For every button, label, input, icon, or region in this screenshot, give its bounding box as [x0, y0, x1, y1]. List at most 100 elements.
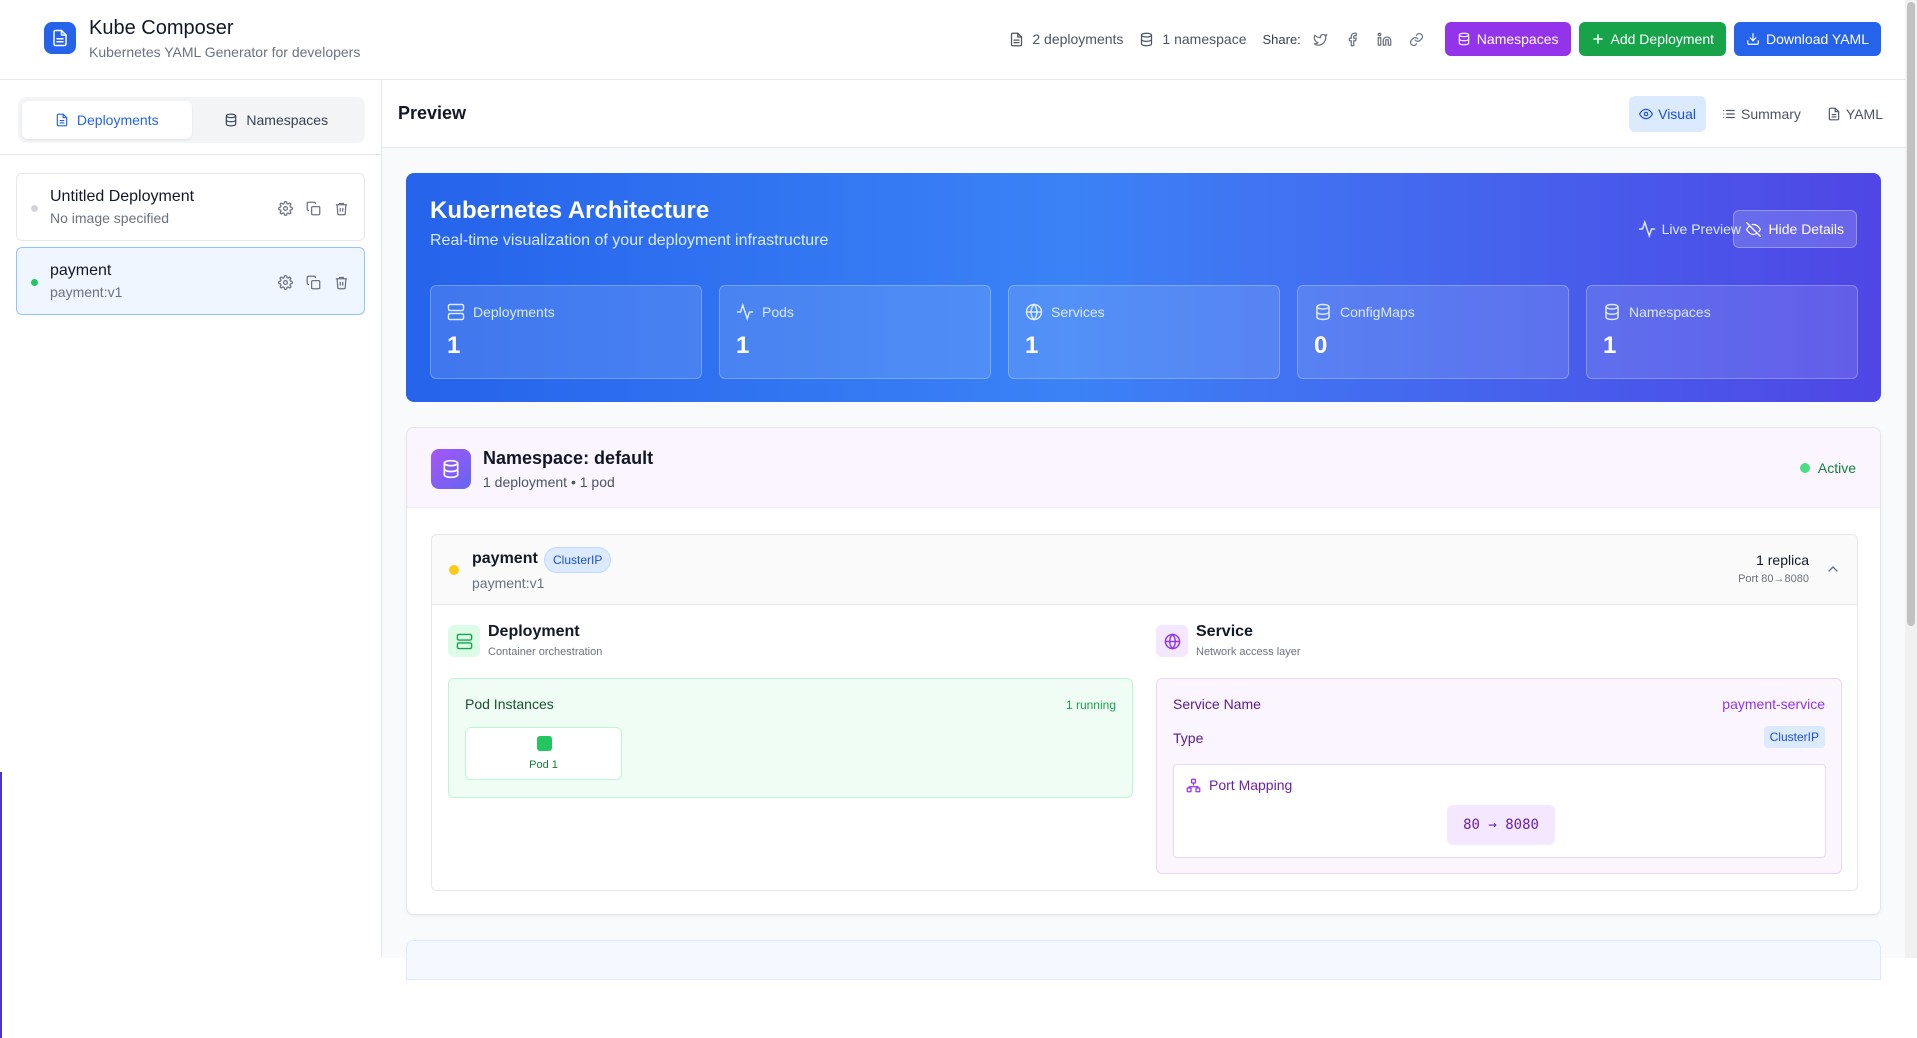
status-dot [1799, 463, 1810, 473]
live-preview-indicator: Live Preview [1638, 220, 1741, 238]
deployment-image: payment:v1 [50, 284, 123, 300]
hide-details-label: Hide Details [1768, 221, 1844, 237]
preview-title: Preview [398, 103, 467, 123]
status-dot [31, 205, 38, 212]
sidebar-divider [0, 154, 381, 155]
deployments-count-label: 2 deployments [1032, 31, 1124, 47]
database-icon [1141, 32, 1153, 46]
stat-label: Pods [762, 304, 794, 320]
list-icon [1723, 109, 1735, 119]
deployment-name: Untitled Deployment [50, 188, 195, 205]
deployments-count: 2 deployments [1009, 31, 1123, 47]
hide-details-button[interactable]: Hide Details [1732, 210, 1857, 248]
link-icon[interactable] [1405, 27, 1429, 51]
service-name-row: Service Name payment-service [1173, 696, 1825, 712]
file-icon [1828, 107, 1840, 121]
add-deployment-button[interactable]: Add Deployment [1578, 22, 1727, 56]
tab-deployments[interactable]: Deployments [22, 101, 192, 139]
pod-label: Pod 1 [529, 759, 558, 771]
copy-icon[interactable] [304, 273, 322, 291]
namespace-title: Namespace: default [483, 448, 654, 468]
deployment-name: payment [50, 262, 112, 279]
port-mapping-value: 80 → 8080 [1447, 805, 1555, 845]
stat-value: 0 [1314, 332, 1328, 359]
stat-label: ConfigMaps [1340, 304, 1415, 320]
next-namespace-card [406, 940, 1881, 980]
service-type-badge: ClusterIP [544, 547, 612, 573]
database-icon [1316, 303, 1330, 321]
pod-instances-label: Pod Instances [465, 696, 554, 712]
namespace-count: 1 namespace [1139, 31, 1246, 47]
view-tabs: Visual Summary YAML [1623, 96, 1893, 132]
network-icon [1186, 778, 1201, 792]
app-title: Kube Composer [89, 17, 234, 39]
deployment-image: No image specified [50, 210, 170, 226]
stats-row: Deployments 1 Pods 1 Services 1 ConfigMa… [430, 285, 1858, 379]
settings-icon[interactable] [276, 199, 294, 217]
pod-card[interactable]: Pod 1 [465, 727, 622, 780]
tab-namespaces[interactable]: Namespaces [192, 101, 362, 139]
tab-yaml[interactable]: YAML [1817, 96, 1893, 132]
architecture-title: Kubernetes Architecture [430, 197, 710, 224]
status-badge: Active [1799, 460, 1856, 476]
linkedin-icon[interactable] [1373, 27, 1397, 51]
service-section-title: Service [1196, 623, 1253, 640]
deployment-panel: payment ClusterIP payment:v1 1 replica P… [431, 534, 1858, 891]
tab-visual[interactable]: Visual [1629, 96, 1706, 132]
database-icon [226, 113, 237, 127]
stat-label: Namespaces [1629, 304, 1711, 320]
service-type-label: Type [1173, 730, 1204, 746]
deployment-name: payment [472, 550, 538, 567]
add-deployment-button-label: Add Deployment [1610, 31, 1715, 47]
sidebar: Deployments Namespaces Untitled Deployme… [0, 80, 382, 1038]
globe-icon [1025, 303, 1043, 321]
port-summary: Port 80→8080 [1738, 573, 1809, 585]
file-icon [56, 113, 68, 127]
database-icon [1605, 303, 1619, 321]
stat-card-namespaces: Namespaces 1 [1586, 285, 1858, 379]
tab-visual-label: Visual [1658, 106, 1696, 122]
download-yaml-button-label: Download YAML [1766, 31, 1869, 47]
activity-icon [1638, 220, 1655, 238]
status-label: Active [1817, 460, 1856, 476]
live-preview-label: Live Preview [1661, 221, 1741, 237]
database-icon [1458, 32, 1470, 46]
port-mapping-label: Port Mapping [1209, 777, 1293, 793]
namespace-summary: 1 deployment • 1 pod [483, 474, 615, 490]
scrollbar[interactable] [1905, 0, 1917, 958]
stat-value: 1 [736, 332, 750, 359]
main-panel: Preview Visual Summary YAML Kubernetes A… [382, 80, 1905, 980]
database-icon [431, 449, 471, 489]
service-details-box: Service Name payment-service Type Cluste… [1156, 678, 1842, 874]
facebook-icon[interactable] [1341, 27, 1365, 51]
stat-label: Services [1051, 304, 1105, 320]
chevron-up-icon[interactable] [1825, 561, 1841, 577]
copy-icon[interactable] [304, 199, 322, 217]
stat-card-configmaps: ConfigMaps 0 [1297, 285, 1569, 379]
pod-instances-box: Pod Instances 1 running Pod 1 [448, 678, 1133, 798]
status-dot [31, 279, 38, 286]
deployment-actions [266, 199, 350, 217]
tab-summary[interactable]: Summary [1712, 96, 1811, 132]
namespace-count-label: 1 namespace [1162, 31, 1247, 47]
eye-icon [1639, 108, 1654, 120]
stat-value: 1 [1603, 332, 1617, 359]
tab-summary-label: Summary [1741, 106, 1801, 122]
deployment-list-item[interactable]: payment payment:v1 [16, 247, 365, 315]
deployment-panel-header[interactable]: payment ClusterIP payment:v1 1 replica P… [432, 535, 1857, 605]
deployment-list-item[interactable]: Untitled Deployment No image specified [16, 173, 365, 241]
scrollbar-thumb[interactable] [1907, 2, 1915, 626]
service-type-value: ClusterIP [1763, 726, 1825, 748]
trash-icon[interactable] [332, 199, 350, 217]
tab-namespaces-label: Namespaces [246, 112, 329, 128]
stat-value: 1 [1025, 332, 1039, 359]
file-icon [1011, 32, 1023, 46]
trash-icon[interactable] [332, 273, 350, 291]
stat-card-pods: Pods 1 [719, 285, 991, 379]
namespaces-button[interactable]: Namespaces [1444, 22, 1571, 56]
download-yaml-button[interactable]: Download YAML [1734, 22, 1881, 56]
twitter-icon[interactable] [1309, 27, 1333, 51]
status-dot [449, 565, 459, 575]
sidebar-edge [0, 772, 2, 1038]
settings-icon[interactable] [276, 273, 294, 291]
